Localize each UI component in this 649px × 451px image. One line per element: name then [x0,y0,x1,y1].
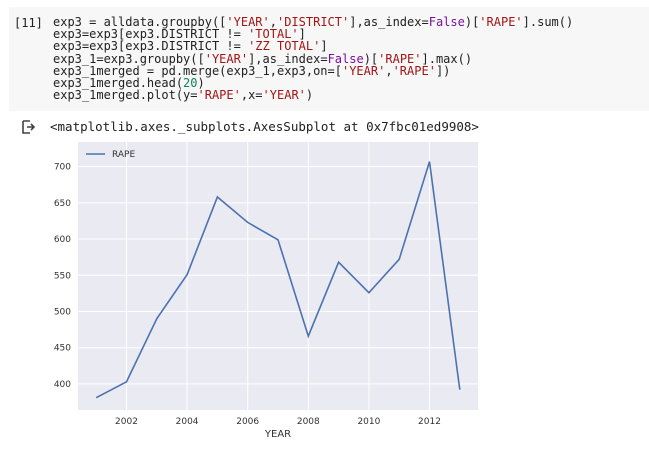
code-token: ] [320,39,328,54]
x-tick-label: 2010 [357,417,380,427]
code-line: exp3_1merged = pd.merge(exp3_1,exp3,on=[… [53,65,573,77]
code-token: , [269,15,277,29]
code-token: False [428,15,465,29]
code-token: exp3=exp3[exp3.DISTRICT != [53,27,249,42]
code-line: exp3_1merged.head(20) [53,77,573,89]
code-token: 'RAPE' [378,51,422,66]
code-token: ]) [435,63,451,78]
code-token: exp3_1merged.plot(y= [53,88,198,103]
legend: RAPE [86,150,135,160]
code-token: exp3_1merged.head( [53,76,184,91]
cell-prompt: [11] [14,16,43,30]
code-token: 'YEAR' [341,63,386,78]
x-tick-label: 2002 [115,417,138,427]
y-tick-label: 400 [54,380,71,390]
y-tick-label: 500 [54,307,71,317]
code-line: exp3_1merged.plot(y='RAPE',x='YEAR') [53,89,573,101]
y-tick-label: 600 [54,235,71,245]
code-token: ,x= [240,88,263,103]
code-token: exp3_1merged = pd.merge(exp3_1,exp3,on=[ [53,63,342,78]
x-tick-label: 2004 [176,417,199,427]
grid-lines [78,142,478,410]
x-tick-label: 2012 [418,417,441,427]
code-cell[interactable] [9,7,649,111]
code-editor[interactable]: exp3 = alldata.groupby(['YEAR','DISTRICT… [53,16,573,101]
code-token: ) [197,76,205,91]
code-token: 'YEAR' [262,88,306,103]
code-token: 'DISTRICT' [276,15,350,29]
code-line: exp3_1=exp3.groupby(['YEAR'],as_index=Fa… [53,53,573,65]
code-token: 'YEAR' [226,15,270,29]
y-axis: 400 450 500 550 600 650 700 [54,163,71,390]
code-token: exp3_1=exp3.groupby([ [53,51,205,66]
x-axis: 2002 2004 2006 2008 2010 2012 [115,417,441,427]
code-token: 'ZZ TOTAL' [248,39,321,54]
code-token: ],as_index= [248,51,328,66]
code-token: False [327,51,364,66]
x-tick-label: 2008 [297,417,320,427]
output-text: <matplotlib.axes._subplots.AxesSubplot a… [50,119,479,134]
code-token: )[ [363,51,379,66]
code-line: exp3=exp3[exp3.DISTRICT != 'TOTAL'] [53,28,573,40]
code-token: 'RAPE' [197,88,241,103]
code-token: exp3 = alldata.groupby([ [53,15,227,29]
y-tick-label: 550 [54,271,71,281]
code-token: , [385,63,393,78]
plot-area [78,142,478,410]
y-tick-label: 700 [54,163,71,173]
code-token: exp3=exp3[exp3.DISTRICT != [53,39,249,54]
code-token: 'RAPE' [392,63,436,78]
code-token: ] [298,27,306,42]
code-token: ].sum() [522,15,574,29]
code-token: 'RAPE' [479,15,523,29]
code-token: )[ [464,15,480,29]
x-axis-label: YEAR [264,429,291,440]
code-token: ].max() [421,51,473,66]
code-token: 'TOTAL' [248,27,299,42]
legend-label: RAPE [112,150,135,160]
code-token: 20 [183,76,198,91]
code-line: exp3=exp3[exp3.DISTRICT != 'ZZ TOTAL'] [53,40,573,52]
y-tick-label: 450 [54,344,71,354]
output-arrow-icon[interactable] [21,120,35,134]
y-tick-label: 650 [54,199,71,209]
series-line-rape [95,161,461,399]
code-token: ],as_index= [349,15,429,29]
code-token: ) [305,88,314,103]
code-token: 'YEAR' [204,51,249,66]
code-line: exp3 = alldata.groupby(['YEAR','DISTRICT… [53,16,573,28]
x-tick-label: 2006 [236,417,259,427]
